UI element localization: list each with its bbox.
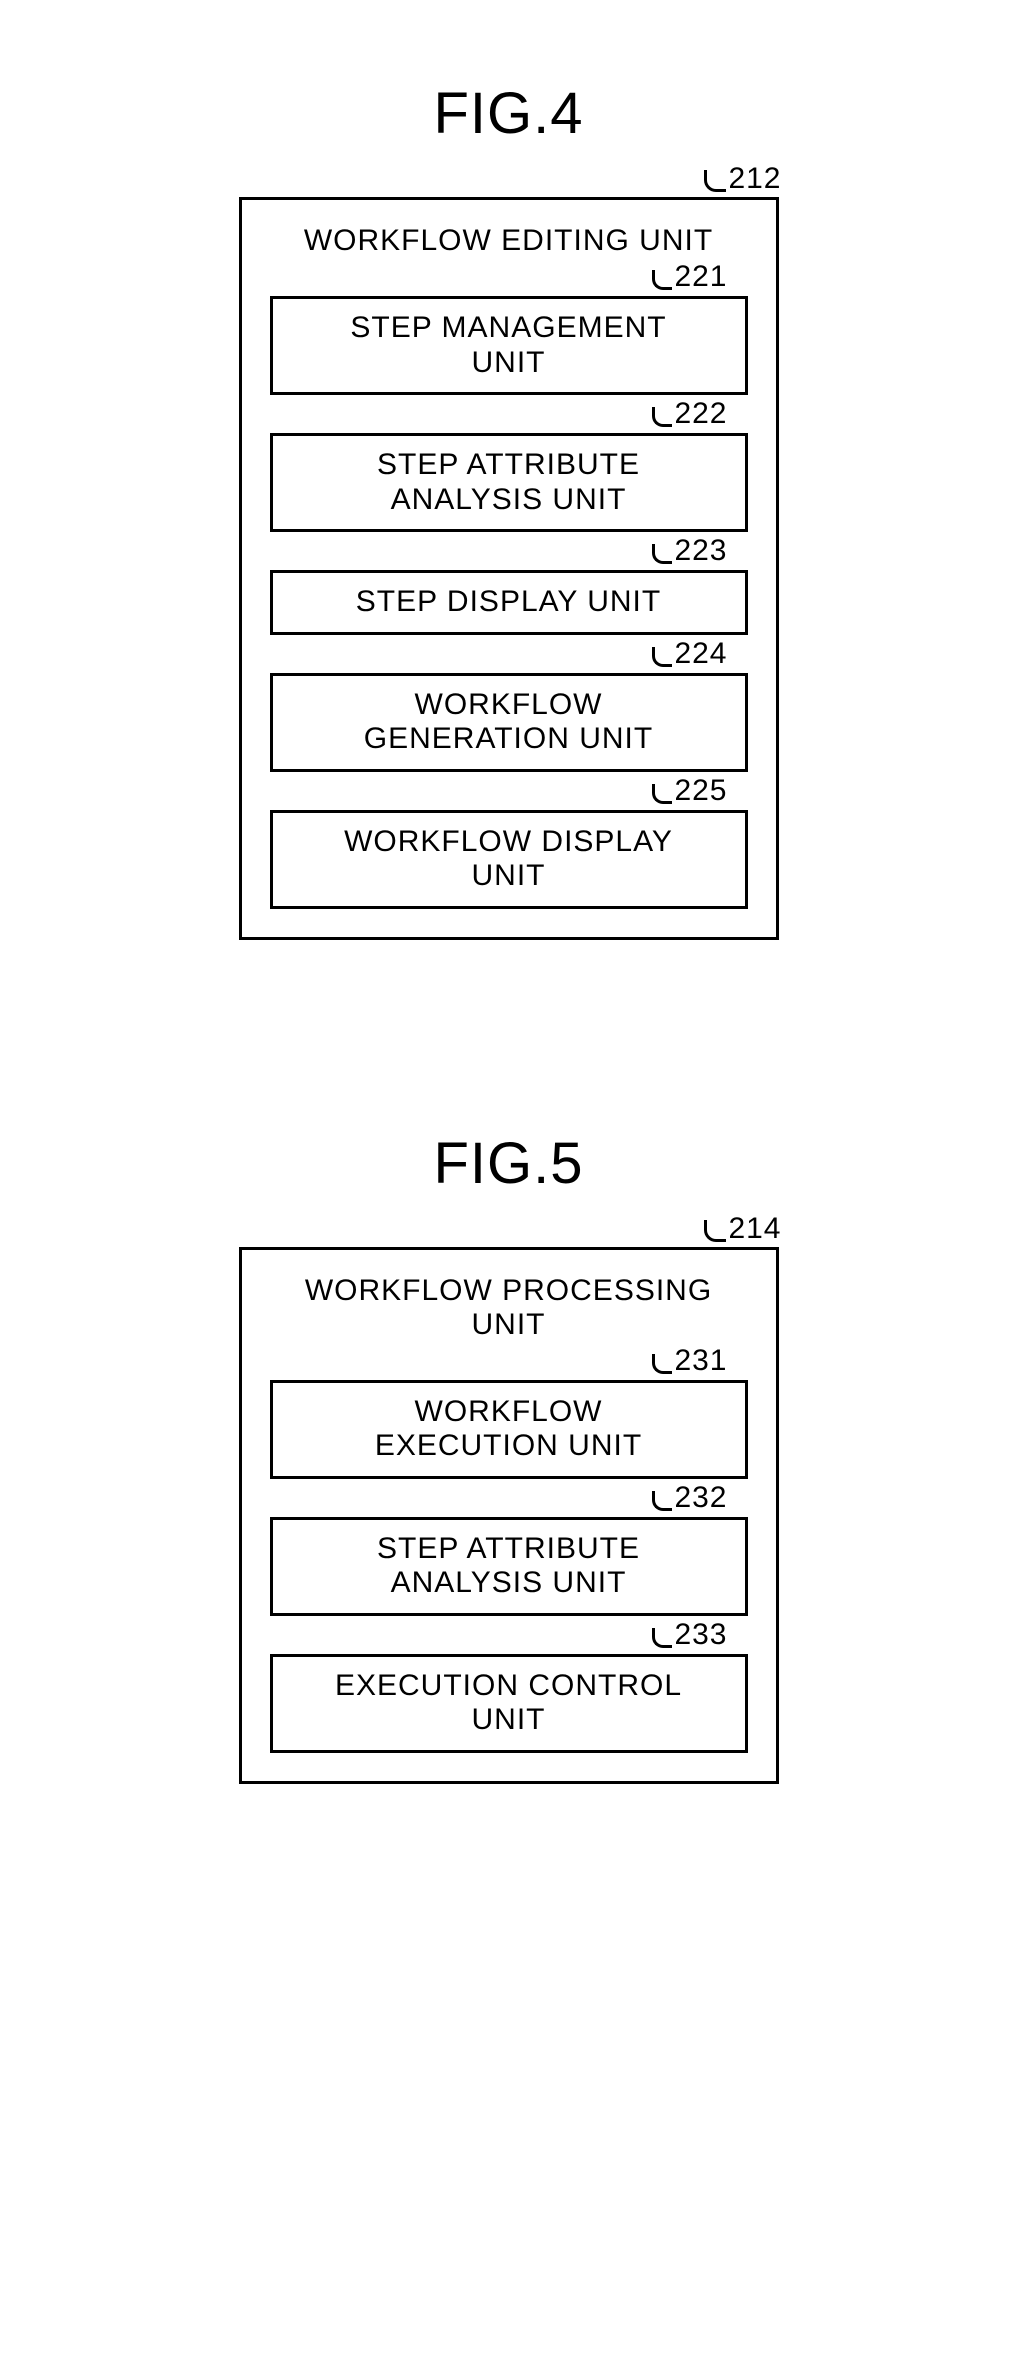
fig5-box-2: EXECUTION CONTROLUNIT [270, 1654, 748, 1753]
ref-hook-icon [652, 1491, 672, 1511]
fig5-box-2-ref: 233 [652, 1618, 727, 1652]
fig4-box-2-wrap: 223 STEP DISPLAY UNIT [270, 570, 748, 635]
fig5-box-2-wrap: 233 EXECUTION CONTROLUNIT [270, 1654, 748, 1753]
fig5-box-1-ref-text: 232 [674, 1481, 727, 1514]
fig5-box-1: STEP ATTRIBUTEANALYSIS UNIT [270, 1517, 748, 1616]
fig4-box-0-ref: 221 [652, 260, 727, 294]
fig4-box-2: STEP DISPLAY UNIT [270, 570, 748, 635]
fig4-box-1-wrap: 222 STEP ATTRIBUTEANALYSIS UNIT [270, 433, 748, 532]
fig4-outer-label: WORKFLOW EDITING UNIT [270, 224, 748, 258]
fig4-box-4: WORKFLOW DISPLAYUNIT [270, 810, 748, 909]
fig4-box-3: WORKFLOWGENERATION UNIT [270, 673, 748, 772]
fig4-title: FIG.4 [433, 80, 583, 147]
fig4-box-1: STEP ATTRIBUTEANALYSIS UNIT [270, 433, 748, 532]
fig5-box-2-ref-text: 233 [674, 1618, 727, 1651]
page: FIG.4 212 WORKFLOW EDITING UNIT 221 STEP… [0, 0, 1017, 1864]
fig5-outer-ref-text: 214 [728, 1212, 781, 1245]
fig4-box-3-wrap: 224 WORKFLOWGENERATION UNIT [270, 673, 748, 772]
fig4-box-0-wrap: 221 STEP MANAGEMENTUNIT [270, 296, 748, 395]
fig5-title: FIG.5 [433, 1130, 583, 1197]
ref-hook-icon [652, 647, 672, 667]
fig4-box-0: STEP MANAGEMENTUNIT [270, 296, 748, 395]
ref-hook-icon [652, 407, 672, 427]
ref-hook-icon [652, 270, 672, 290]
fig5-box-1-wrap: 232 STEP ATTRIBUTEANALYSIS UNIT [270, 1517, 748, 1616]
fig4-box-4-wrap: 225 WORKFLOW DISPLAYUNIT [270, 810, 748, 909]
fig4-box-1-ref-text: 222 [674, 397, 727, 430]
fig4-box-0-ref-text: 221 [674, 260, 727, 293]
fig5-box-0-ref: 231 [652, 1344, 727, 1378]
fig4-outer-box: 212 WORKFLOW EDITING UNIT 221 STEP MANAG… [239, 197, 779, 940]
ref-hook-icon [652, 544, 672, 564]
fig4-box-2-ref: 223 [652, 534, 727, 568]
fig4-box-2-ref-text: 223 [674, 534, 727, 567]
fig4-box-4-ref: 225 [652, 774, 727, 808]
fig4-box-3-ref-text: 224 [674, 637, 727, 670]
fig4-outer-ref-text: 212 [728, 162, 781, 195]
ref-hook-icon [652, 1628, 672, 1648]
fig5-box-0-wrap: 231 WORKFLOWEXECUTION UNIT [270, 1380, 748, 1479]
ref-hook-icon [704, 1220, 726, 1242]
fig5-box-1-ref: 232 [652, 1481, 727, 1515]
ref-hook-icon [652, 1354, 672, 1374]
fig5-outer-ref: 214 [704, 1212, 781, 1246]
ref-hook-icon [704, 170, 726, 192]
fig5-outer-box: 214 WORKFLOW PROCESSINGUNIT 231 WORKFLOW… [239, 1247, 779, 1784]
ref-hook-icon [652, 784, 672, 804]
fig5-box-0-ref-text: 231 [674, 1344, 727, 1377]
fig5-outer-label: WORKFLOW PROCESSINGUNIT [270, 1274, 748, 1342]
fig5-box-0: WORKFLOWEXECUTION UNIT [270, 1380, 748, 1479]
fig4-box-3-ref: 224 [652, 637, 727, 671]
fig4-box-4-ref-text: 225 [674, 774, 727, 807]
fig4-outer-ref: 212 [704, 162, 781, 196]
fig4-box-1-ref: 222 [652, 397, 727, 431]
